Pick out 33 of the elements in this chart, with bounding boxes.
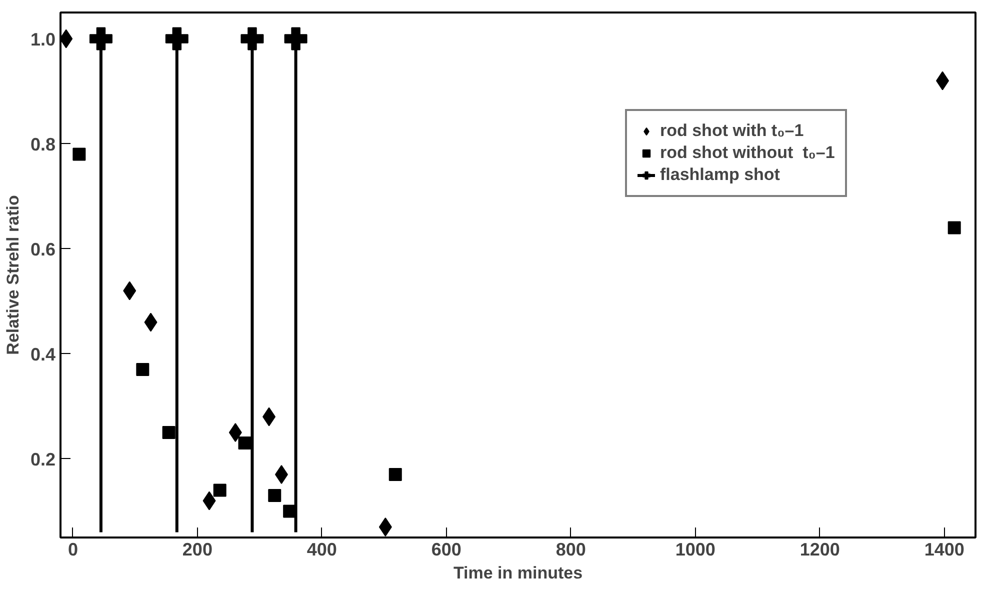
point (228, 423, 242, 442)
point (72, 148, 86, 161)
x-tick-label: 1000 (675, 540, 716, 560)
x-tick-label: 1200 (800, 540, 840, 560)
point (268, 489, 282, 502)
point (388, 468, 402, 481)
point (240, 27, 264, 50)
legend-label: rod shot with t₀–1 (660, 121, 804, 141)
x-tick-label: 800 (556, 540, 586, 560)
point (378, 518, 392, 536)
x-tick-label: 0 (68, 540, 78, 560)
point (136, 363, 150, 376)
point (213, 484, 226, 497)
x-tick-label: 600 (431, 540, 462, 560)
point (89, 27, 112, 50)
legend-label: flashlamp shot (660, 165, 780, 185)
x-tick-label: 400 (306, 540, 337, 560)
y-tick-label: 0.2 (30, 449, 56, 470)
point (948, 221, 961, 234)
point (165, 27, 188, 50)
point (162, 426, 176, 439)
y-tick-label: 0.8 (30, 134, 56, 154)
y-tick-label: 0.4 (30, 344, 56, 364)
legend-label: rod shot without t₀–1 (660, 143, 835, 163)
x-tick-label: 200 (182, 540, 212, 560)
x-axis-title: Time in minutes (453, 564, 583, 582)
x-tick-label: 1400 (924, 540, 964, 560)
y-axis-title: Relative Strehl ratio (3, 195, 22, 355)
point (284, 27, 308, 50)
point (238, 436, 252, 450)
y-tick-label: 1.0 (30, 29, 56, 50)
y-tick-label: 0.6 (30, 239, 56, 260)
point (274, 465, 288, 484)
